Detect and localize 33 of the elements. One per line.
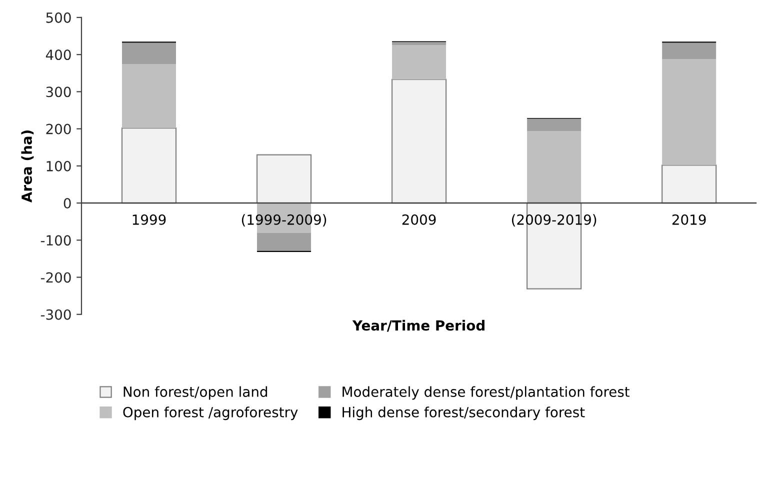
bar: [122, 64, 176, 128]
legend-label: Open forest /agroforestry: [123, 406, 298, 420]
x-tick-label: (2009-2019): [512, 214, 596, 227]
bar: [527, 131, 582, 204]
y-axis-title: Area (ha): [21, 130, 34, 202]
bar: [662, 164, 717, 204]
x-tick-label: 1999: [132, 214, 166, 225]
y-tick-label: -300: [40, 309, 71, 320]
bar: [392, 45, 446, 80]
y-tick-label: 400: [46, 50, 71, 60]
y-tick-label: -100: [40, 235, 71, 246]
bar: [121, 128, 177, 204]
legend-label: High dense forest/secondary forest: [342, 406, 585, 420]
x-tick-label: (1999-2009): [242, 214, 326, 227]
bar: [122, 42, 176, 64]
bar: [256, 154, 312, 204]
x-tick-label: 2009: [402, 214, 436, 225]
bar: [391, 78, 447, 204]
bar: [662, 59, 716, 166]
legend-label: Moderately dense forest/plantation forest: [342, 386, 630, 400]
y-tick-label: 300: [46, 86, 71, 98]
x-tick-label: 2019: [672, 214, 706, 225]
y-tick-label: 200: [46, 124, 71, 134]
y-tick-label: -200: [40, 272, 71, 283]
y-tick-label: 100: [46, 160, 71, 172]
y-tick-label: 0: [64, 198, 71, 209]
bar: [392, 42, 446, 46]
y-tick-label: 500: [46, 12, 71, 23]
bar: [662, 42, 716, 60]
bar: [257, 232, 312, 251]
x-axis-title: Year/Time Period: [352, 320, 484, 332]
bar: [527, 118, 582, 132]
legend-label: Non forest/open land: [124, 386, 268, 400]
